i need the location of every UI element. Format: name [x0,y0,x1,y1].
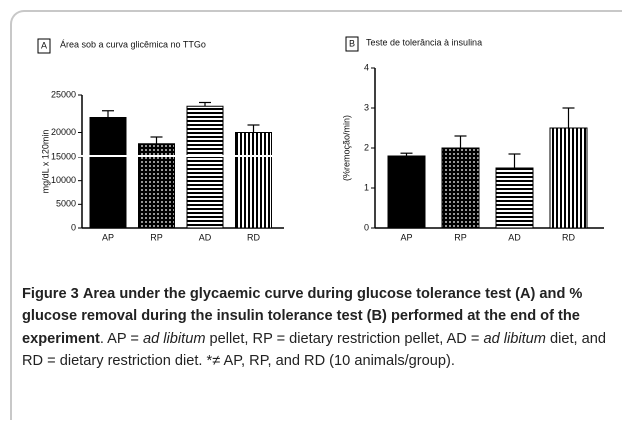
caption-label: Figure 3 [22,286,79,302]
x-tick-label: AP [102,232,114,242]
x-tick-label: RP [150,232,163,242]
y-axis-label: (%remoção/min) [341,115,351,181]
y-tick-label: 1 [364,182,369,192]
caption-title: Area under the glycaemic curve during gl… [22,286,583,347]
bar [495,167,534,229]
bar [387,155,426,229]
y-tick-label: 0 [71,222,76,232]
x-tick-label: RP [454,232,467,242]
panel-label-box [37,38,51,54]
chart-title: Área sob a curva glicêmica no TTGo [60,39,206,49]
x-tick-label: RD [247,232,260,242]
y-tick-label: 3 [364,102,369,112]
x-tick-label: AP [400,232,412,242]
caption-text: pellet, RP = dietary restriction pellet,… [205,330,484,347]
y-tick-label: 10000 [51,175,76,185]
x-tick-label: AD [508,232,521,242]
y-tick-label: 20000 [51,127,76,137]
x-tick-label: RD [562,232,575,242]
chart-title: Teste de tolerância à insulina [366,37,482,47]
y-tick-label: 25000 [51,89,76,99]
y-tick-label: 5000 [56,199,76,209]
figure-frame [10,10,622,420]
caption: Figure 3 Area under the glycaemic curve … [22,283,614,372]
bar [138,143,175,229]
y-tick-label: 4 [364,62,369,72]
bar [441,147,480,229]
y-axis-label: mg/dL x 120min [40,130,50,194]
panel-label: A [41,40,47,50]
bar [186,105,224,229]
figure-charts: A Área sob a curva glicêmica no TTGo mg/dL… [37,36,604,242]
axis-break [76,155,284,157]
panel-label-box [345,36,359,52]
bar [89,117,127,229]
caption-text: ad libitum [483,330,546,347]
y-tick-label: 0 [364,222,369,232]
bar [549,127,588,229]
caption-text: diet, and RD = dietary restriction diet.… [22,330,606,369]
panel-label: B [349,38,355,48]
caption-text: . AP = [99,330,144,347]
y-tick-label: 2 [364,142,369,152]
x-tick-label: AD [199,232,212,242]
caption-text: ad libitum [143,330,206,347]
bar [235,132,272,229]
y-tick-label: 15000 [51,151,76,161]
